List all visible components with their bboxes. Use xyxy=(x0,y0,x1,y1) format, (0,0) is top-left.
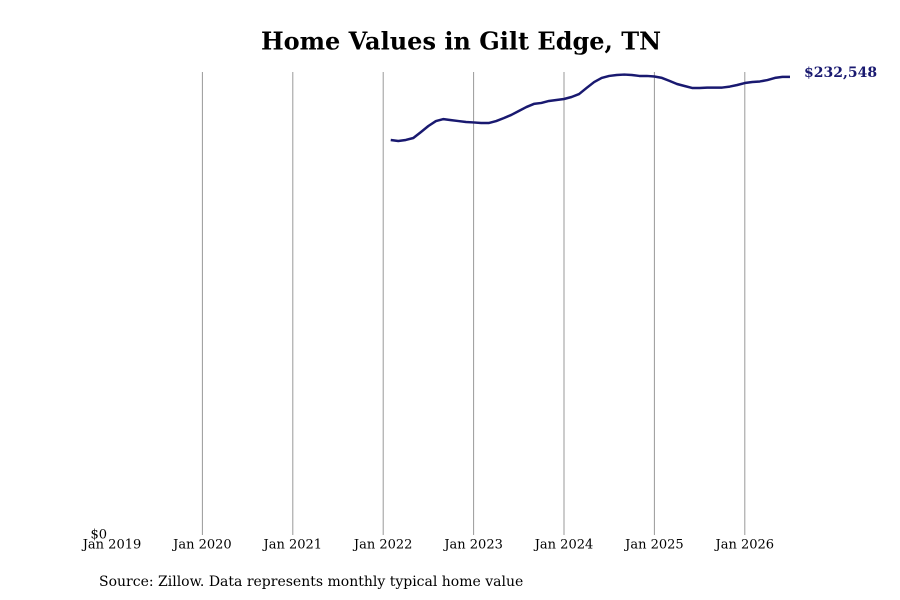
y-tick-label: $0 xyxy=(90,528,107,543)
x-tick-label: Jan 2024 xyxy=(533,538,594,553)
x-tick-label: Jan 2022 xyxy=(352,538,413,553)
chart-title: Home Values in Gilt Edge, TN xyxy=(261,27,661,56)
x-tick-label: Jan 2020 xyxy=(171,538,232,553)
x-tick-label: Jan 2026 xyxy=(714,538,775,553)
x-tick-label: Jan 2019 xyxy=(81,538,142,553)
value-label: $232,548 xyxy=(804,65,877,81)
x-tick-label: Jan 2023 xyxy=(442,538,503,553)
x-tick-label: Jan 2021 xyxy=(262,538,323,553)
x-tick-label: Jan 2025 xyxy=(623,538,684,553)
source-note: Source: Zillow. Data represents monthly … xyxy=(99,574,523,590)
series-line xyxy=(390,73,791,143)
